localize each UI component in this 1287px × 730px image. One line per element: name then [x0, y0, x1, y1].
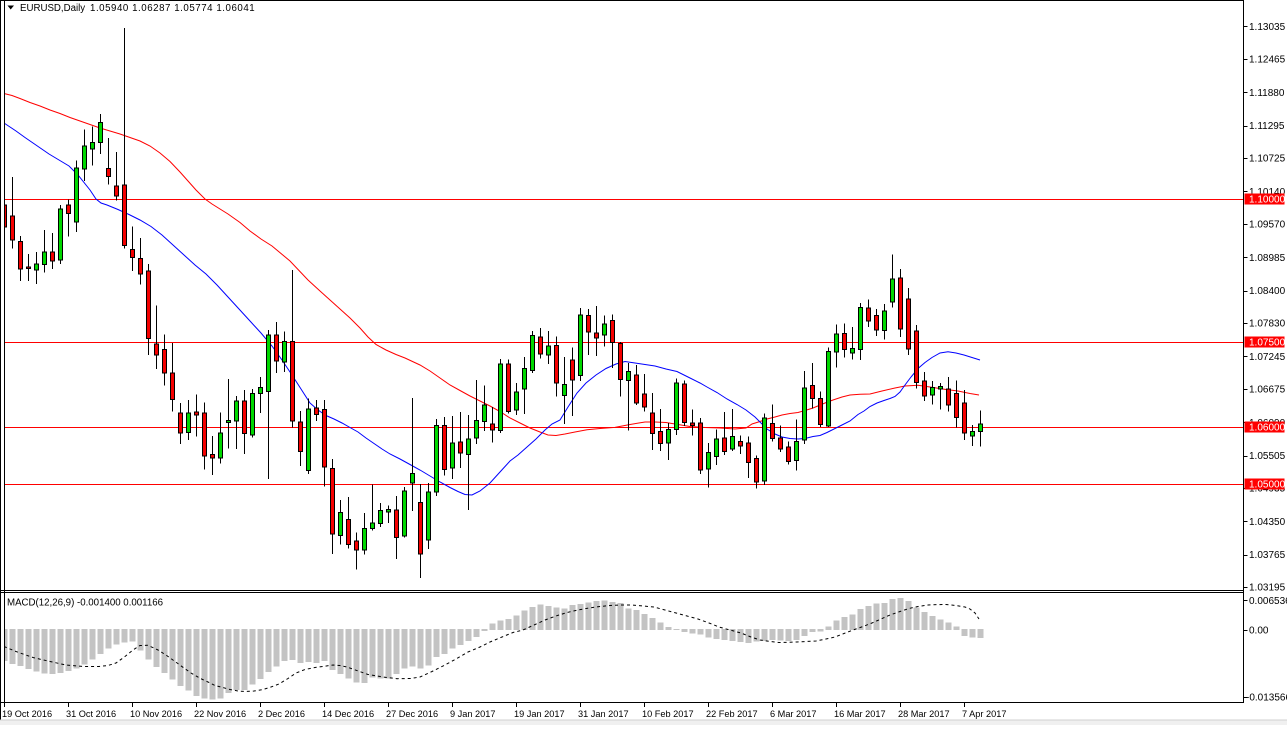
svg-text:14 Dec 2016: 14 Dec 2016: [322, 709, 374, 719]
svg-text:1.07500: 1.07500: [1249, 338, 1286, 349]
svg-text:1.06675: 1.06675: [1249, 385, 1286, 396]
svg-text:10 Nov 2016: 10 Nov 2016: [130, 709, 182, 719]
svg-text:10 Feb 2017: 10 Feb 2017: [642, 709, 694, 719]
svg-text:1.03195: 1.03195: [1249, 583, 1286, 594]
svg-text:1.12465: 1.12465: [1249, 55, 1286, 66]
svg-text:1.09570: 1.09570: [1249, 220, 1286, 231]
svg-text:2 Dec 2016: 2 Dec 2016: [258, 709, 305, 719]
svg-text:28 Mar 2017: 28 Mar 2017: [898, 709, 950, 719]
svg-text:1.03765: 1.03765: [1249, 550, 1286, 561]
svg-text:7 Apr 2017: 7 Apr 2017: [962, 709, 1006, 719]
svg-text:1.11295: 1.11295: [1249, 121, 1285, 132]
svg-text:31 Jan 2017: 31 Jan 2017: [578, 709, 629, 719]
svg-text:27 Dec 2016: 27 Dec 2016: [386, 709, 438, 719]
svg-text:0.00: 0.00: [1249, 625, 1269, 636]
svg-text:6 Mar 2017: 6 Mar 2017: [770, 709, 816, 719]
svg-text:EURUSD,Daily: EURUSD,Daily: [20, 3, 85, 14]
svg-text:1.11880: 1.11880: [1249, 88, 1285, 99]
svg-text:9 Jan 2017: 9 Jan 2017: [450, 709, 495, 719]
svg-text:-0.013566: -0.013566: [1246, 692, 1287, 703]
svg-text:22 Feb 2017: 22 Feb 2017: [706, 709, 758, 719]
svg-text:1.08400: 1.08400: [1249, 286, 1286, 297]
svg-text:1.07245: 1.07245: [1249, 352, 1286, 363]
svg-text:19 Oct 2016: 19 Oct 2016: [2, 709, 52, 719]
svg-text:1.04350: 1.04350: [1249, 517, 1286, 528]
svg-text:16 Mar 2017: 16 Mar 2017: [834, 709, 886, 719]
svg-text:1.05000: 1.05000: [1249, 480, 1286, 491]
svg-text:1.10000: 1.10000: [1249, 195, 1286, 206]
svg-text:22 Nov 2016: 22 Nov 2016: [194, 709, 246, 719]
svg-text:1.05505: 1.05505: [1249, 451, 1286, 462]
svg-text:1.10140: 1.10140: [1249, 187, 1286, 198]
svg-text:MACD(12,26,9) -0.001400 0.0011: MACD(12,26,9) -0.001400 0.001166: [7, 598, 163, 609]
svg-text:1.05940 1.06287 1.05774 1.0604: 1.05940 1.06287 1.05774 1.06041: [90, 3, 255, 14]
svg-text:19 Jan 2017: 19 Jan 2017: [514, 709, 565, 719]
svg-text:1.13035: 1.13035: [1249, 22, 1286, 33]
svg-text:1.08985: 1.08985: [1249, 253, 1286, 264]
svg-text:1.06000: 1.06000: [1249, 423, 1286, 434]
svg-text:31 Oct 2016: 31 Oct 2016: [66, 709, 116, 719]
svg-text:1.10725: 1.10725: [1249, 154, 1286, 165]
svg-text:1.07830: 1.07830: [1249, 319, 1286, 330]
svg-text:0.006536: 0.006536: [1249, 596, 1287, 607]
